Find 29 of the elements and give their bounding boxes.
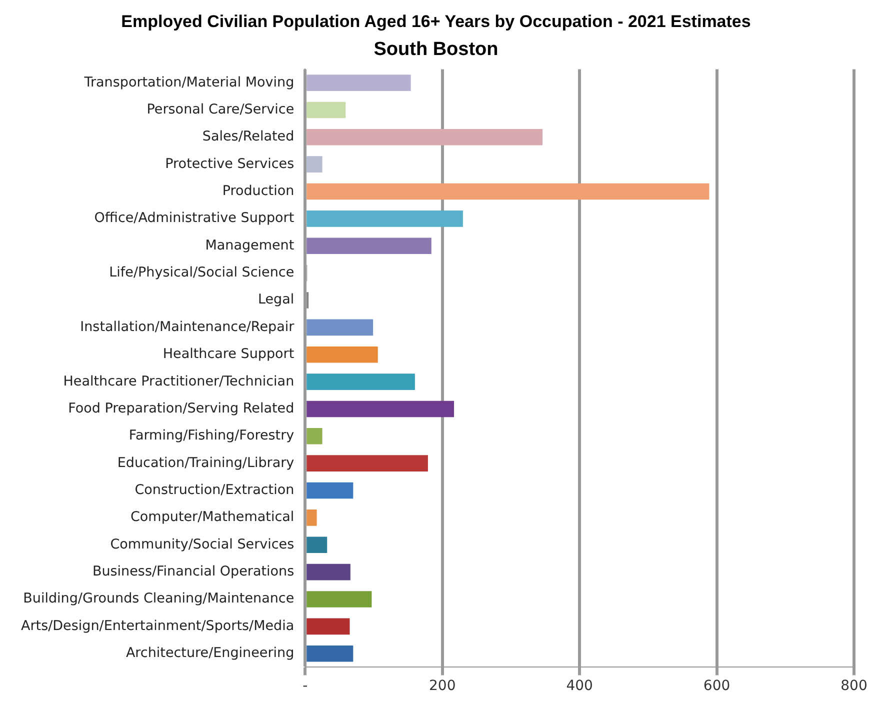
- chart-subtitle: South Boston: [374, 39, 498, 60]
- y-tick-label: Building/Grounds Cleaning/Maintenance: [23, 590, 294, 607]
- chart-title: Employed Civilian Population Aged 16+ Years by Occupation - 2021 Estimates: [121, 12, 751, 31]
- y-tick-label: Management: [205, 237, 294, 254]
- x-tick-label: 800: [840, 678, 868, 694]
- y-tick-label: Office/Administrative Support: [94, 210, 294, 226]
- y-tick-label: Legal: [258, 292, 294, 308]
- x-tick-label: 600: [703, 678, 730, 694]
- x-tick-label: -: [302, 678, 308, 694]
- y-tick-label: Healthcare Practitioner/Technician: [63, 373, 294, 390]
- y-tick-label: Computer/Mathematical: [130, 509, 294, 526]
- y-tick-label: Production: [222, 183, 294, 200]
- y-tick-label: Education/Training/Library: [117, 454, 294, 471]
- y-tick-label: Community/Social Services: [110, 536, 294, 552]
- x-tick-label: 200: [428, 678, 456, 694]
- y-tick-label: Personal Care/Service: [146, 101, 294, 118]
- y-tick-label: Sales/Related: [202, 128, 294, 145]
- y-tick-label: Construction/Extraction: [134, 482, 294, 498]
- y-tick-label: Business/Financial Operations: [92, 564, 294, 580]
- y-tick-label: Protective Services: [165, 156, 294, 172]
- y-tick-label: Arts/Design/Entertainment/Sports/Media: [20, 618, 294, 634]
- y-tick-label: Transportation/Material Moving: [83, 74, 294, 90]
- y-tick-label: Installation/Maintenance/Repair: [80, 318, 295, 335]
- y-tick-label: Healthcare Support: [162, 346, 294, 362]
- y-tick-label: Farming/Fishing/Forestry: [128, 428, 294, 444]
- x-tick-label: 400: [566, 678, 593, 694]
- y-tick-label: Architecture/Engineering: [126, 645, 294, 662]
- y-tick-label: Life/Physical/Social Science: [109, 264, 294, 281]
- y-tick-label: Food Preparation/Serving Related: [68, 400, 294, 416]
